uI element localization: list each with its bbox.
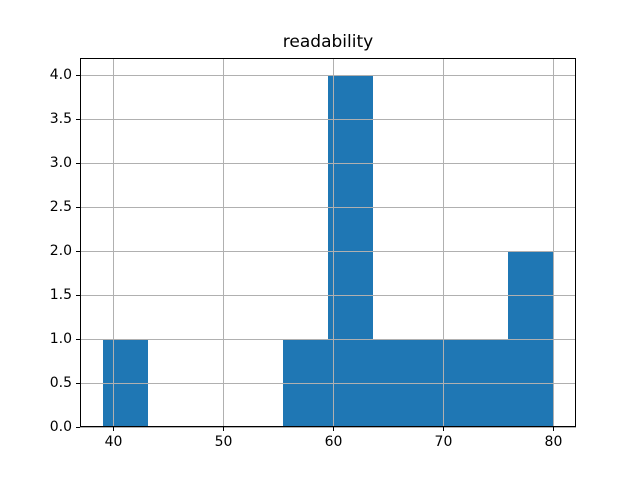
x-tick-mark — [552, 427, 554, 432]
x-tick-mark — [223, 427, 225, 432]
y-tick-mark — [76, 338, 80, 340]
y-tick-mark — [76, 206, 80, 208]
y-tick-label: 0.0 — [49, 419, 72, 436]
x-tick-label: 40 — [104, 434, 123, 451]
x-tick-label: 60 — [324, 434, 343, 451]
x-tick-mark — [332, 427, 334, 432]
y-tick-mark — [76, 162, 80, 164]
y-tick-label: 1.5 — [49, 287, 72, 304]
y-tick-label: 2.5 — [49, 199, 72, 216]
grid-line-horizontal — [80, 250, 576, 252]
plot-area — [80, 57, 576, 428]
y-tick-label: 2.0 — [49, 243, 72, 260]
y-tick-label: 3.5 — [49, 111, 72, 128]
grid-line-vertical — [442, 57, 444, 428]
y-tick-label: 3.0 — [49, 155, 72, 172]
x-tick-label: 70 — [434, 434, 453, 451]
grid-line-horizontal — [80, 74, 576, 76]
chart-title: readability — [282, 32, 374, 52]
y-tick-mark — [76, 118, 80, 120]
grid-line-vertical — [552, 57, 554, 428]
grid-line-horizontal — [80, 206, 576, 208]
y-tick-mark — [76, 74, 80, 76]
grid-line-horizontal — [80, 118, 576, 120]
y-tick-mark — [76, 294, 80, 296]
x-tick-label: 80 — [544, 434, 563, 451]
grid-line-horizontal — [80, 294, 576, 296]
grid-line-vertical — [113, 57, 115, 428]
grid-line-horizontal — [80, 338, 576, 340]
grid-line-horizontal — [80, 382, 576, 384]
grid-line-vertical — [223, 57, 225, 428]
x-tick-mark — [442, 427, 444, 432]
y-tick-mark — [76, 382, 80, 384]
grid-line-horizontal — [80, 426, 576, 428]
plot-border — [80, 57, 576, 428]
grid-layer — [80, 57, 576, 428]
x-tick-label: 50 — [214, 434, 233, 451]
y-tick-mark — [76, 426, 80, 428]
y-tick-label: 4.0 — [49, 67, 72, 84]
x-tick-mark — [113, 427, 115, 432]
y-tick-mark — [76, 250, 80, 252]
grid-line-horizontal — [80, 162, 576, 164]
grid-line-vertical — [332, 57, 334, 428]
y-tick-label: 1.0 — [49, 331, 72, 348]
y-tick-label: 0.5 — [49, 375, 72, 392]
